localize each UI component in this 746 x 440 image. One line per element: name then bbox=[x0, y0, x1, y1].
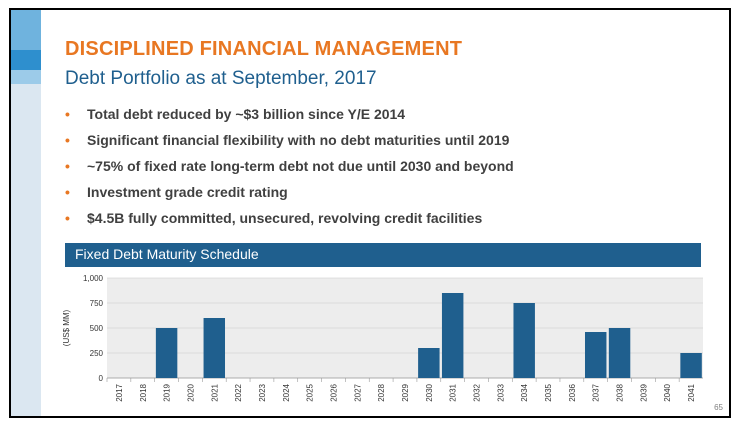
x-tick-label: 2033 bbox=[496, 383, 505, 401]
bullet-marker: • bbox=[65, 184, 70, 200]
bullet-text: ~75% of fixed rate long-term debt not du… bbox=[87, 158, 514, 174]
y-tick-label: 250 bbox=[90, 349, 104, 358]
bullet-marker: • bbox=[65, 132, 70, 148]
y-tick-label: 0 bbox=[99, 374, 104, 383]
slide-title: DISCIPLINED FINANCIAL MANAGEMENT bbox=[65, 38, 463, 60]
x-tick-label: 2027 bbox=[353, 383, 362, 401]
x-tick-label: 2017 bbox=[115, 383, 124, 401]
x-tick-label: 2039 bbox=[639, 383, 648, 401]
x-tick-label: 2029 bbox=[401, 383, 410, 401]
y-tick-label: 750 bbox=[90, 299, 104, 308]
x-tick-label: 2040 bbox=[663, 383, 672, 401]
x-tick-label: 2024 bbox=[282, 383, 291, 401]
x-tick-label: 2018 bbox=[139, 383, 148, 401]
x-tick-label: 2036 bbox=[568, 383, 577, 401]
bar-2030 bbox=[418, 348, 440, 378]
x-tick-label: 2032 bbox=[473, 383, 482, 401]
bullet-list: • Total debt reduced by ~$3 billion since… bbox=[65, 104, 514, 234]
slide-frame: DISCIPLINED FINANCIAL MANAGEMENT Debt Po… bbox=[9, 8, 731, 418]
x-tick-label: 2038 bbox=[616, 383, 625, 401]
x-tick-label: 2022 bbox=[234, 383, 243, 401]
bar-2019 bbox=[155, 328, 178, 378]
bullet-item: • ~75% of fixed rate long-term debt not d… bbox=[65, 156, 514, 182]
x-tick-label: 2030 bbox=[425, 383, 434, 401]
bullet-item: • Investment grade credit rating bbox=[65, 182, 514, 208]
bullet-marker: • bbox=[65, 106, 70, 122]
bullet-text: $4.5B fully committed, unsecured, revolv… bbox=[87, 210, 483, 226]
chart-header: Fixed Debt Maturity Schedule bbox=[65, 243, 701, 267]
page-number: 65 bbox=[714, 403, 723, 412]
x-tick-label: 2019 bbox=[163, 383, 172, 401]
bullet-item: • Significant financial flexibility with … bbox=[65, 130, 514, 156]
y-tick-label: 500 bbox=[90, 324, 104, 333]
chart-title: Fixed Debt Maturity Schedule bbox=[75, 246, 259, 262]
sidebar-block-mid-2 bbox=[11, 70, 41, 84]
sidebar-block-mid bbox=[11, 10, 41, 50]
bullet-text: Significant financial flexibility with n… bbox=[87, 132, 510, 148]
x-tick-label: 2031 bbox=[449, 383, 458, 401]
x-tick-label: 2028 bbox=[377, 383, 386, 401]
x-tick-label: 2021 bbox=[210, 383, 219, 401]
maturity-bar-chart: 0 250 500 750 1,000 (US$ MM) 2017 2018 2019 2020 2… bbox=[62, 274, 703, 402]
x-tick-label: 2041 bbox=[687, 383, 696, 401]
decorative-sidebar bbox=[11, 10, 41, 416]
x-tick-label: 2020 bbox=[186, 383, 195, 401]
bar-2031 bbox=[441, 293, 464, 378]
slide-subtitle: Debt Portfolio as at September, 2017 bbox=[65, 68, 377, 89]
bullet-marker: • bbox=[65, 210, 70, 226]
bar-2021 bbox=[203, 318, 226, 378]
y-axis-label: (US$ MM) bbox=[62, 309, 71, 346]
x-tick-label: 2026 bbox=[329, 383, 338, 401]
bullet-text: Investment grade credit rating bbox=[87, 184, 288, 200]
x-tick-label: 2035 bbox=[544, 383, 553, 401]
bullet-item: • Total debt reduced by ~$3 billion since… bbox=[65, 104, 514, 130]
bar-2041 bbox=[680, 353, 702, 378]
y-tick-label: 1,000 bbox=[83, 274, 104, 283]
bar-2034 bbox=[513, 303, 535, 378]
bullet-item: • $4.5B fully committed, unsecured, revol… bbox=[65, 208, 514, 234]
x-tick-label: 2034 bbox=[520, 383, 529, 401]
bullet-text: Total debt reduced by ~$3 billion since … bbox=[87, 106, 406, 122]
x-tick-label: 2037 bbox=[592, 383, 601, 401]
sidebar-block-dark bbox=[11, 50, 41, 70]
x-tick-label: 2023 bbox=[258, 383, 267, 401]
bullet-marker: • bbox=[65, 158, 70, 174]
x-tick-label: 2025 bbox=[306, 383, 315, 401]
bar-2037 bbox=[584, 332, 607, 378]
bar-2038 bbox=[608, 328, 631, 378]
